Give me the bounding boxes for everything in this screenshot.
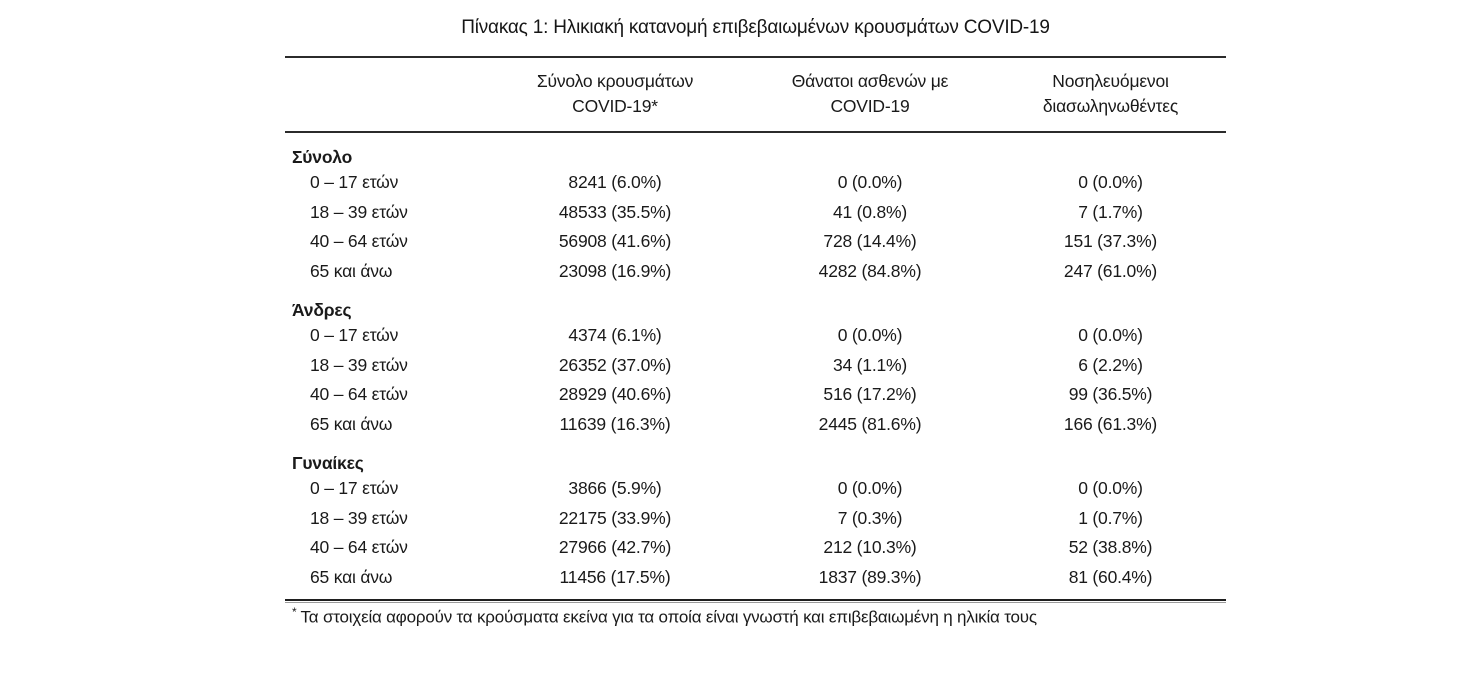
cell-intubated: 247 (61.0%) [1063, 260, 1158, 281]
cell-deaths: 1837 (89.3%) [818, 566, 922, 587]
cell-intubated: 151 (37.3%) [1063, 231, 1158, 252]
cell-cases: 3866 (5.9%) [568, 478, 662, 499]
row-label: 18 – 39 ετών [310, 201, 408, 222]
cell-deaths: 0 (0.0%) [837, 172, 903, 193]
cell-deaths: 516 (17.2%) [823, 384, 917, 405]
row-label: 65 και άνω [310, 566, 393, 587]
covid-age-table: Σύνολο κρουσμάτων COVID-19* Θάνατοι ασθε… [285, 56, 1226, 628]
row-label: 65 και άνω [310, 260, 393, 281]
cell-deaths: 2445 (81.6%) [818, 413, 922, 434]
footnote-asterisk: * [292, 605, 297, 619]
cell-cases: 48533 (35.5%) [558, 201, 672, 222]
column-header-cases-line1: Σύνολο κρουσμάτων [536, 71, 694, 91]
row-label: 65 και άνω [310, 413, 393, 434]
table-row: 40 – 64 ετών 28929 (40.6%) 516 (17.2%) 9… [285, 380, 1226, 410]
table-row: 18 – 39 ετών 22175 (33.9%) 7 (0.3%) 1 (0… [285, 504, 1226, 534]
cell-cases: 27966 (42.7%) [558, 537, 672, 558]
table-row: 65 και άνω 11639 (16.3%) 2445 (81.6%) 16… [285, 410, 1226, 440]
cell-intubated: 7 (1.7%) [1078, 201, 1143, 222]
row-label: 40 – 64 ετών [310, 384, 408, 405]
cell-deaths: 212 (10.3%) [823, 537, 917, 558]
cell-cases: 11456 (17.5%) [559, 566, 671, 587]
column-header-intubated: Νοσηλευόμενοι διασωληνωθέντες [995, 69, 1226, 119]
cell-cases: 26352 (37.0%) [558, 354, 672, 375]
cell-intubated: 0 (0.0%) [1078, 325, 1143, 346]
cell-intubated: 81 (60.4%) [1068, 566, 1153, 587]
cell-intubated: 52 (38.8%) [1068, 537, 1153, 558]
table-row: 65 και άνω 23098 (16.9%) 4282 (84.8%) 24… [285, 257, 1226, 287]
cell-cases: 4374 (6.1%) [568, 325, 662, 346]
cell-intubated: 99 (36.5%) [1068, 384, 1153, 405]
column-header-intubated-line2: διασωληνωθέντες [1042, 96, 1179, 116]
cell-cases: 8241 (6.0%) [568, 172, 662, 193]
table-body: Σύνολο 0 – 17 ετών 8241 (6.0%) 0 (0.0%) … [285, 133, 1226, 596]
cell-intubated: 6 (2.2%) [1078, 354, 1143, 375]
row-label: 0 – 17 ετών [310, 172, 399, 193]
column-header-deaths-line1: Θάνατοι ασθενών με [791, 71, 949, 91]
column-header-deaths-line2: COVID-19 [830, 96, 910, 116]
cell-deaths: 34 (1.1%) [832, 354, 908, 375]
row-label: 18 – 39 ετών [310, 354, 408, 375]
table-bottom-rule [285, 599, 1226, 603]
cell-deaths: 728 (14.4%) [823, 231, 917, 252]
table-top-rule [285, 56, 1226, 58]
row-label: 40 – 64 ετών [310, 537, 408, 558]
column-header-cases: Σύνολο κρουσμάτων COVID-19* [485, 69, 745, 119]
table-row: 18 – 39 ετών 26352 (37.0%) 34 (1.1%) 6 (… [285, 351, 1226, 381]
row-label: 0 – 17 ετών [310, 325, 399, 346]
section-header-women: Γυναίκες [292, 453, 364, 473]
row-label: 0 – 17 ετών [310, 478, 399, 499]
cell-intubated: 166 (61.3%) [1063, 413, 1158, 434]
cell-deaths: 41 (0.8%) [832, 201, 908, 222]
table-header-row: Σύνολο κρουσμάτων COVID-19* Θάνατοι ασθε… [285, 58, 1226, 133]
cell-cases: 23098 (16.9%) [558, 260, 672, 281]
cell-cases: 11639 (16.3%) [559, 413, 671, 434]
table-footnote: * Τα στοιχεία αφορούν τα κρούσματα εκείνα… [285, 605, 1226, 628]
section-header-total: Σύνολο [292, 147, 353, 167]
table-row: 0 – 17 ετών 8241 (6.0%) 0 (0.0%) 0 (0.0%… [285, 168, 1226, 198]
section-header-men: Άνδρες [292, 300, 352, 320]
table-row: 40 – 64 ετών 56908 (41.6%) 728 (14.4%) 1… [285, 227, 1226, 257]
cell-deaths: 0 (0.0%) [837, 478, 903, 499]
row-label: 40 – 64 ετών [310, 231, 408, 252]
row-label: 18 – 39 ετών [310, 507, 408, 528]
cell-intubated: 0 (0.0%) [1078, 478, 1143, 499]
column-header-cases-line2: COVID-19* [572, 96, 658, 116]
cell-intubated: 1 (0.7%) [1078, 507, 1143, 528]
cell-deaths: 7 (0.3%) [837, 507, 903, 528]
footnote-text: Τα στοιχεία αφορούν τα κρούσματα εκείνα … [300, 607, 1037, 627]
table-row: 0 – 17 ετών 3866 (5.9%) 0 (0.0%) 0 (0.0%… [285, 474, 1226, 504]
table-row: 18 – 39 ετών 48533 (35.5%) 41 (0.8%) 7 (… [285, 198, 1226, 228]
table-title: Πίνακας 1: Ηλικιακή κατανομή επιβεβαιωμέ… [461, 17, 1050, 38]
column-header-intubated-line1: Νοσηλευόμενοι [1052, 71, 1169, 91]
report-page: Πίνακας 1: Ηλικιακή κατανομή επιβεβαιωμέ… [285, 0, 1226, 628]
cell-cases: 22175 (33.9%) [558, 507, 672, 528]
table-row: 40 – 64 ετών 27966 (42.7%) 212 (10.3%) 5… [285, 533, 1226, 563]
cell-cases: 56908 (41.6%) [558, 231, 672, 252]
column-header-empty [285, 69, 485, 119]
cell-deaths: 0 (0.0%) [837, 325, 903, 346]
table-row: 0 – 17 ετών 4374 (6.1%) 0 (0.0%) 0 (0.0%… [285, 321, 1226, 351]
cell-cases: 28929 (40.6%) [558, 384, 672, 405]
cell-intubated: 0 (0.0%) [1078, 172, 1143, 193]
column-header-deaths: Θάνατοι ασθενών με COVID-19 [745, 69, 995, 119]
cell-deaths: 4282 (84.8%) [818, 260, 922, 281]
table-row: 65 και άνω 11456 (17.5%) 1837 (89.3%) 81… [285, 563, 1226, 593]
